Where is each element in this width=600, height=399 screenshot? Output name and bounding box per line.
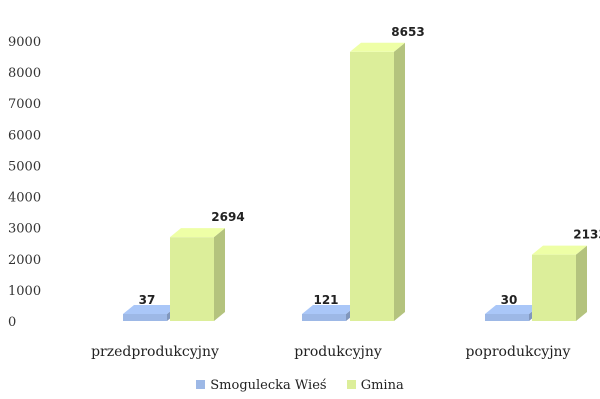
bar-front <box>350 51 394 321</box>
bar-top <box>123 305 178 314</box>
bar-front <box>302 314 346 321</box>
bar-side <box>576 245 587 321</box>
bar-top <box>302 305 357 314</box>
y-tick-label: 7000 <box>8 97 41 112</box>
bar-top <box>170 228 225 238</box>
y-tick-label: 0 <box>8 315 16 330</box>
bar-top <box>350 42 405 52</box>
bar-2-3 <box>532 245 587 321</box>
data-labels: 37 121 30 2694 8653 2133 <box>139 25 600 307</box>
legend-swatch-series-1 <box>196 380 206 389</box>
bar-1-3 <box>485 305 540 321</box>
bar-front <box>123 314 167 321</box>
bar-front <box>532 254 576 321</box>
data-label: 2694 <box>211 210 244 224</box>
legend-item-series-1: Smogulecka Wieś <box>196 378 327 393</box>
legend-label-series-1: Smogulecka Wieś <box>210 378 327 393</box>
bar-2-1 <box>170 228 225 321</box>
bar-front <box>170 237 214 321</box>
y-tick-label: 8000 <box>8 66 41 81</box>
data-label: 30 <box>501 293 518 307</box>
y-tick-label: 1000 <box>8 284 41 299</box>
bar-top <box>532 245 587 255</box>
y-tick-label: 3000 <box>8 222 41 237</box>
y-tick-label: 4000 <box>8 191 41 206</box>
data-label: 121 <box>313 293 338 307</box>
legend-swatch-series-2 <box>346 380 356 389</box>
y-tick-label: 5000 <box>8 159 41 174</box>
bar-1-2 <box>302 305 357 321</box>
data-label: 37 <box>139 293 156 307</box>
bar-2-2 <box>350 42 405 321</box>
data-label: 8653 <box>391 25 424 39</box>
bar-side <box>394 42 405 321</box>
x-category-label: produkcyjny <box>294 344 382 360</box>
bar-front <box>485 314 529 321</box>
y-tick-label: 2000 <box>8 253 41 268</box>
legend-label-series-2: Gmina <box>360 378 404 393</box>
x-category-label: przedprodukcyjny <box>91 344 219 360</box>
bar-side <box>214 228 225 321</box>
data-label: 2133 <box>573 228 600 242</box>
y-axis: 0 1000 2000 3000 4000 5000 6000 7000 8000 9000 <box>8 35 41 330</box>
bar-top <box>485 305 540 314</box>
category-labels: przedprodukcyjny produkcyjny poprodukcyjny <box>91 344 570 360</box>
bars <box>123 42 587 321</box>
bar-1-1 <box>123 305 178 321</box>
x-category-label: poprodukcyjny <box>466 344 571 360</box>
legend-item-series-2: Gmina <box>346 378 404 393</box>
y-tick-label: 9000 <box>8 35 41 50</box>
legend: Smogulecka Wieś Gmina <box>0 378 600 393</box>
y-tick-label: 6000 <box>8 128 41 143</box>
